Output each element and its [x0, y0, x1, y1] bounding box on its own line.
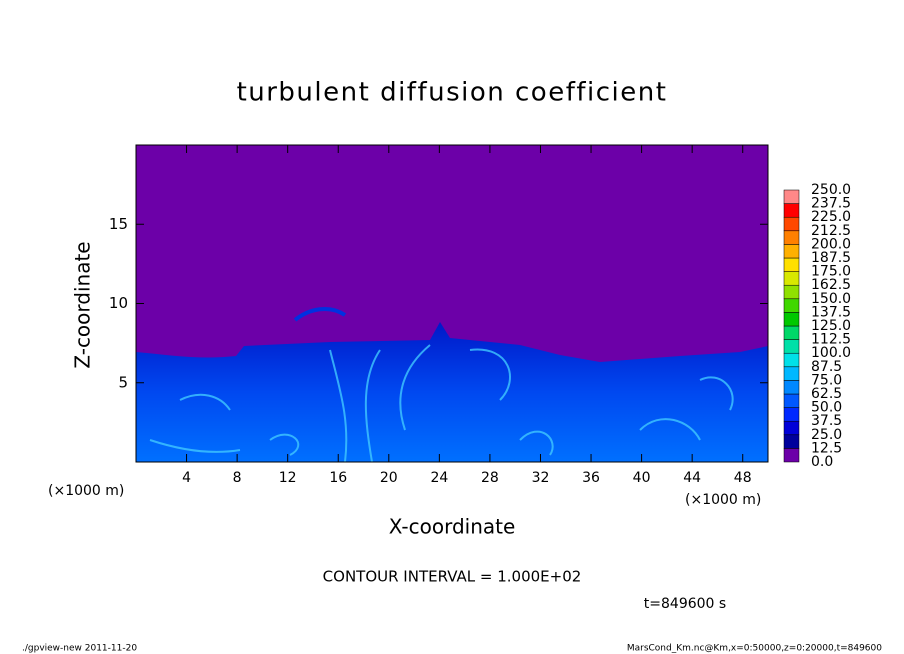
- colorbar-label: 175.0: [811, 264, 851, 280]
- colorbar-band: [783, 203, 800, 218]
- plume: [293, 307, 347, 322]
- colorbar-band: [783, 393, 800, 408]
- colorbar-label: 200.0: [811, 236, 851, 252]
- colorbar-band: [783, 230, 800, 245]
- contour-interval: CONTOUR INTERVAL = 1.000E+02: [323, 568, 582, 586]
- colorbar-band: [783, 448, 800, 463]
- colorbar-label: 187.5: [811, 250, 851, 266]
- turbulent-layer: [136, 322, 768, 462]
- colorbar-band: [783, 420, 800, 436]
- x-axis-label: X-coordinate: [389, 515, 516, 539]
- colorbar-label: 87.5: [811, 359, 842, 375]
- colorbar-band: [783, 189, 800, 204]
- colorbar-band: [783, 257, 800, 272]
- colorbar-label: 237.5: [811, 196, 851, 212]
- colorbar-label: 62.5: [811, 386, 842, 402]
- colorbar-label: 12.5: [811, 440, 842, 456]
- colorbar-band: [783, 339, 800, 354]
- x-tick-label: 28: [481, 470, 499, 486]
- colorbar-label: 225.0: [811, 209, 851, 225]
- colorbar-band: [783, 366, 800, 381]
- colorbar-band: [783, 407, 800, 422]
- x-tick-label: 24: [430, 470, 448, 486]
- colorbar-label: 37.5: [811, 413, 842, 429]
- x-tick-label: 48: [734, 470, 752, 486]
- colorbar-band: [783, 271, 800, 286]
- footer-left: ./gpview-new 2011-11-20: [22, 644, 137, 654]
- colorbar-band: [783, 312, 800, 327]
- colorbar-label: 250.0: [811, 182, 851, 198]
- y-tick-label: 15: [109, 215, 128, 233]
- colorbar-label: 150.0: [811, 291, 851, 307]
- x-tick-label: 36: [582, 470, 600, 486]
- footer-right: MarsCond_Km.nc@Km,x=0:50000,z=0:20000,t=…: [627, 644, 882, 654]
- x-tick-label: 4: [182, 470, 191, 486]
- y-tick-label: 5: [118, 373, 128, 391]
- colorbar-band: [783, 298, 800, 313]
- colorbar-band: [783, 244, 800, 259]
- colorbar-label: 162.5: [811, 277, 851, 293]
- colorbar-band: [783, 380, 800, 395]
- colorbar-band: [783, 284, 800, 300]
- x-tick-label: 16: [329, 470, 347, 486]
- colorbar-label: 112.5: [811, 332, 851, 348]
- colorbar-band: [783, 434, 800, 449]
- colorbar-label: 212.5: [811, 223, 851, 239]
- y-tick-label: 10: [109, 294, 128, 312]
- x-tick-label: 32: [532, 470, 550, 486]
- x-tick-label: 12: [279, 470, 297, 486]
- colorbar-label: 125.0: [811, 318, 851, 334]
- colorbar-band: [783, 216, 800, 232]
- field: [135, 144, 769, 463]
- colorbar-label: 75.0: [811, 372, 842, 388]
- colorbar-label: 137.5: [811, 304, 851, 320]
- x-unit-right: (×1000 m): [685, 492, 761, 508]
- colorbar-band: [783, 352, 800, 368]
- x-unit-left: (×1000 m): [48, 483, 124, 499]
- eddies: [149, 344, 734, 463]
- x-tick-label: 44: [683, 470, 701, 486]
- colorbar-label: 0.0: [811, 454, 833, 470]
- y-axis-label: Z-coordinate: [71, 241, 95, 368]
- chart-title: turbulent diffusion coefficient: [237, 78, 668, 108]
- x-tick-label: 40: [633, 470, 651, 486]
- colorbar-label: 25.0: [811, 427, 842, 443]
- x-tick-label: 20: [380, 470, 398, 486]
- colorbar-band: [783, 325, 800, 340]
- colorbar-label: 50.0: [811, 400, 842, 416]
- x-tick-label: 8: [233, 470, 242, 486]
- time-label: t=849600 s: [644, 596, 726, 612]
- colorbar-label: 100.0: [811, 345, 851, 361]
